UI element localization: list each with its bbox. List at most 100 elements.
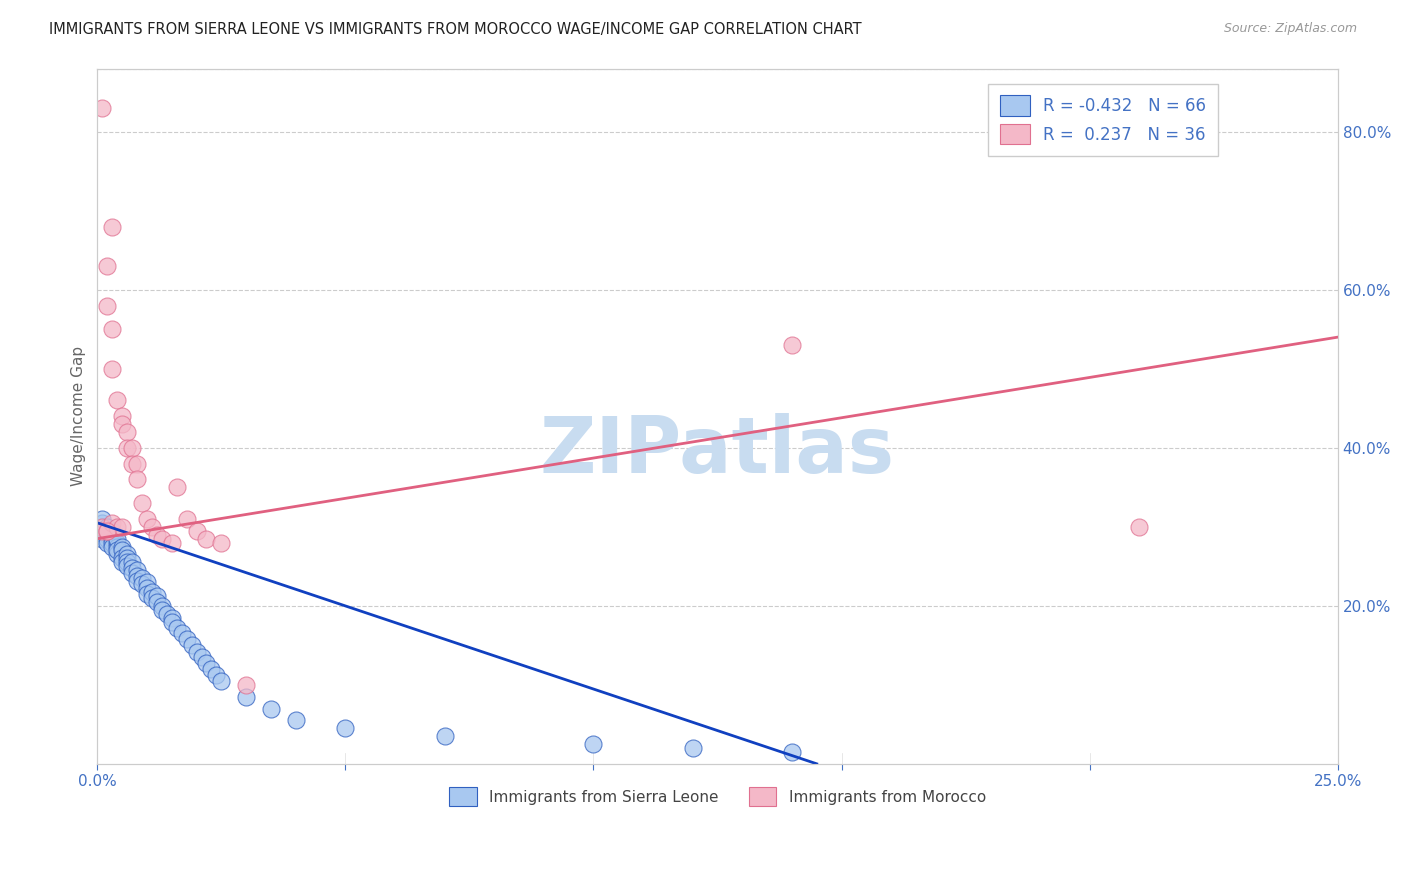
Point: [125, 574, 148, 588]
Point: [260, 701, 283, 715]
Point: [190, 650, 212, 665]
Point: [105, 543, 128, 558]
Point: [141, 584, 163, 599]
Point: [115, 425, 138, 439]
Point: [195, 656, 218, 670]
Point: [150, 603, 173, 617]
Point: [91, 516, 114, 530]
Point: [101, 361, 124, 376]
Point: [105, 535, 128, 549]
Point: [131, 571, 153, 585]
Point: [91, 512, 114, 526]
Text: Source: ZipAtlas.com: Source: ZipAtlas.com: [1223, 22, 1357, 36]
Point: [335, 721, 357, 735]
Point: [200, 662, 222, 676]
Point: [125, 568, 148, 582]
Point: [209, 535, 232, 549]
Point: [235, 678, 257, 692]
Point: [121, 566, 143, 580]
Point: [111, 543, 134, 558]
Point: [121, 441, 143, 455]
Point: [205, 668, 228, 682]
Point: [96, 524, 118, 538]
Point: [96, 532, 118, 546]
Point: [141, 520, 163, 534]
Point: [150, 532, 173, 546]
Point: [150, 599, 173, 613]
Text: ZIPatlas: ZIPatlas: [540, 413, 896, 489]
Point: [284, 714, 307, 728]
Point: [115, 551, 138, 566]
Point: [166, 480, 188, 494]
Point: [115, 555, 138, 569]
Point: [115, 548, 138, 562]
Point: [156, 607, 179, 621]
Point: [121, 457, 143, 471]
Point: [176, 632, 198, 646]
Point: [101, 535, 124, 549]
Point: [780, 338, 803, 352]
Point: [166, 621, 188, 635]
Text: IMMIGRANTS FROM SIERRA LEONE VS IMMIGRANTS FROM MOROCCO WAGE/INCOME GAP CORRELAT: IMMIGRANTS FROM SIERRA LEONE VS IMMIGRAN…: [49, 22, 862, 37]
Point: [136, 575, 159, 590]
Point: [111, 417, 134, 431]
Point: [1128, 520, 1150, 534]
Point: [115, 559, 138, 574]
Point: [160, 610, 183, 624]
Point: [235, 690, 257, 704]
Point: [96, 520, 118, 534]
Point: [111, 409, 134, 424]
Point: [582, 737, 605, 751]
Point: [141, 591, 163, 605]
Point: [101, 532, 124, 546]
Point: [170, 626, 193, 640]
Point: [96, 524, 118, 538]
Point: [91, 520, 114, 534]
Point: [105, 548, 128, 562]
Point: [136, 582, 159, 596]
Point: [146, 590, 169, 604]
Point: [146, 527, 169, 541]
Point: [131, 496, 153, 510]
Point: [131, 576, 153, 591]
Point: [195, 532, 218, 546]
Point: [780, 745, 803, 759]
Point: [111, 551, 134, 566]
Point: [91, 101, 114, 115]
Point: [101, 322, 124, 336]
Point: [91, 520, 114, 534]
Point: [136, 587, 159, 601]
Point: [101, 219, 124, 234]
Point: [96, 259, 118, 273]
Legend: Immigrants from Sierra Leone, Immigrants from Morocco: Immigrants from Sierra Leone, Immigrants…: [440, 779, 995, 815]
Point: [96, 527, 118, 541]
Point: [682, 741, 704, 756]
Point: [136, 512, 159, 526]
Point: [111, 555, 134, 569]
Point: [125, 563, 148, 577]
Point: [96, 524, 118, 538]
Point: [160, 615, 183, 629]
Point: [176, 512, 198, 526]
Point: [91, 524, 114, 538]
Point: [125, 457, 148, 471]
Point: [96, 535, 118, 549]
Point: [101, 540, 124, 554]
Point: [105, 540, 128, 554]
Point: [115, 441, 138, 455]
Point: [91, 524, 114, 538]
Point: [186, 524, 208, 538]
Point: [96, 299, 118, 313]
Point: [101, 527, 124, 541]
Point: [180, 638, 202, 652]
Y-axis label: Wage/Income Gap: Wage/Income Gap: [72, 346, 86, 486]
Point: [125, 472, 148, 486]
Point: [105, 532, 128, 546]
Point: [121, 555, 143, 569]
Point: [160, 535, 183, 549]
Point: [105, 393, 128, 408]
Point: [433, 729, 456, 743]
Point: [111, 540, 134, 554]
Point: [146, 595, 169, 609]
Point: [111, 520, 134, 534]
